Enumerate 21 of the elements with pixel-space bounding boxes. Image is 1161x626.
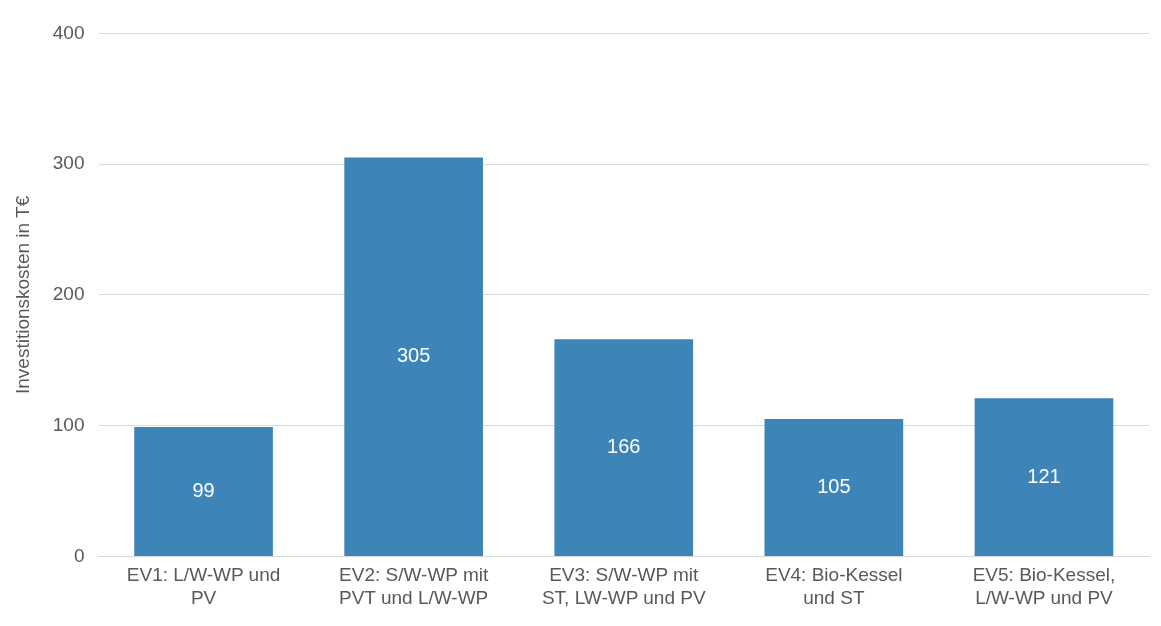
x-tick-label: EV1: L/W-WP und PV: [126, 564, 281, 608]
y-tick-label: 400: [52, 21, 85, 43]
y-tick-label: 300: [52, 152, 85, 174]
x-tick-label: EV4: Bio-Kessel und ST: [765, 564, 903, 608]
bar: [554, 339, 694, 556]
bar: [764, 419, 904, 556]
x-tick-label: EV3: S/W-WP mit ST, LW-WP und PV: [541, 564, 706, 608]
x-tick-label: EV2: S/W-WP mit PVT und L/W-WP: [339, 564, 489, 608]
x-tick-label: EV5: Bio-Kessel, L/W-WP und PV: [972, 564, 1116, 608]
data-label: 99: [192, 478, 215, 501]
y-tick-label: 0: [73, 544, 85, 566]
y-axis-title: Investitionskosten in T€: [11, 195, 33, 394]
bar: [974, 398, 1114, 556]
data-label: 305: [396, 344, 431, 367]
data-label: 166: [607, 435, 641, 458]
bar: [134, 426, 273, 556]
bar: [344, 157, 483, 556]
y-tick-label: 100: [52, 413, 85, 435]
data-label: 105: [817, 475, 851, 498]
data-label: 121: [1027, 464, 1061, 487]
y-tick-label: 200: [52, 283, 85, 305]
